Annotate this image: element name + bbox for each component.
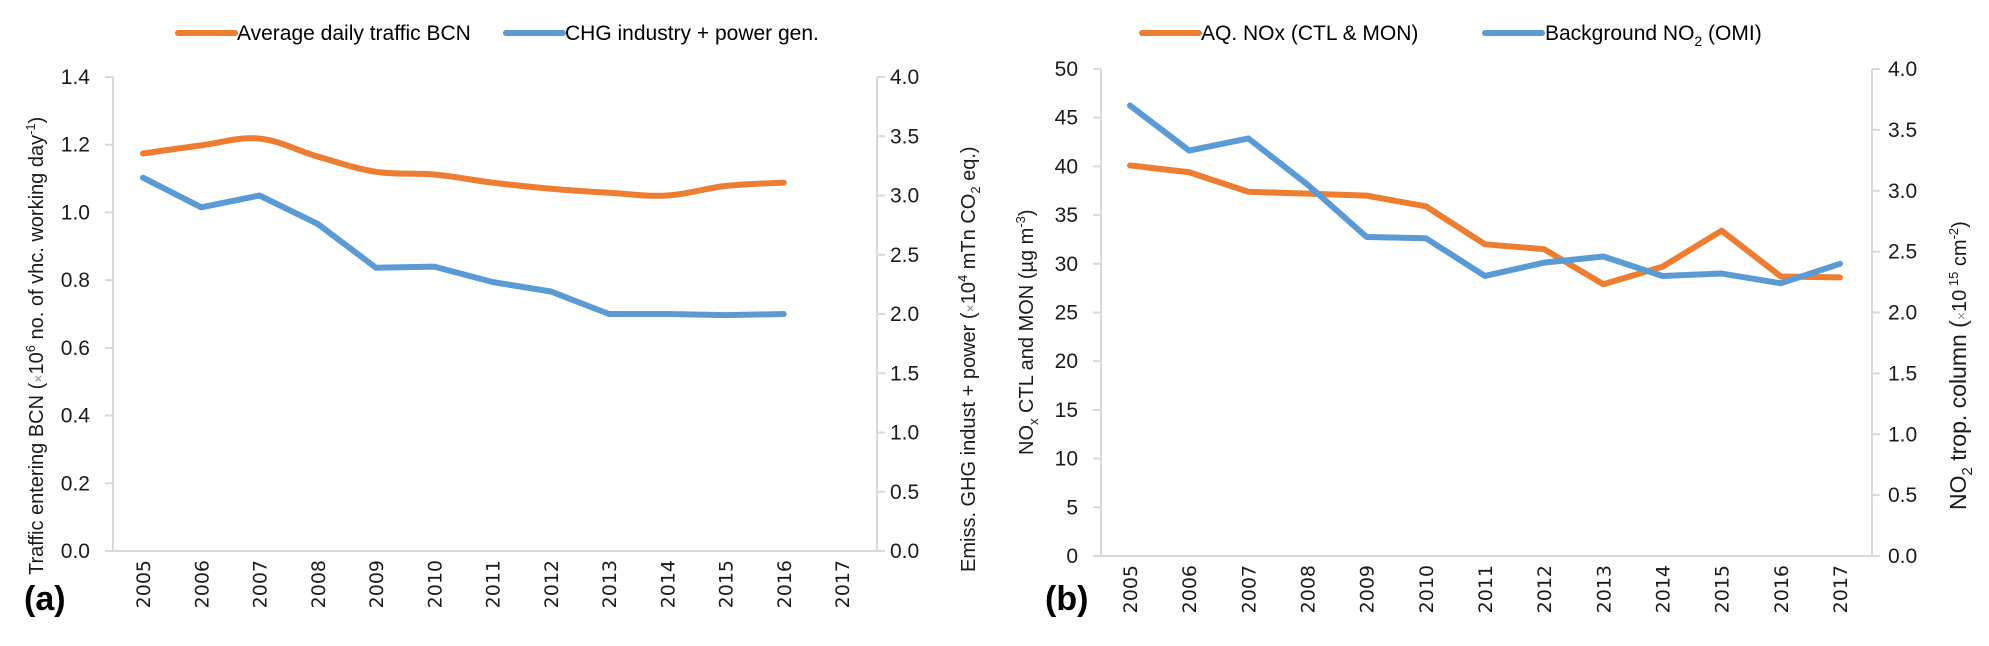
x-tick-label: 2011: [1475, 565, 1497, 613]
y2-tick-label: 2.5: [890, 244, 919, 267]
x-tick-label: 2009: [1357, 565, 1379, 613]
y2-tick-label: 3.0: [890, 185, 919, 208]
series-line-orange: [140, 135, 787, 199]
x-tick-label: 2006: [1179, 565, 1201, 613]
y-tick-label: 0.8: [61, 269, 90, 292]
x-tick-label: 2016: [1771, 565, 1793, 613]
y2-tick-label: 1.0: [1888, 423, 1917, 446]
x-tick-label: 2010: [1416, 565, 1438, 613]
legend-a: Average daily traffic BCN CHG industry +…: [175, 22, 819, 45]
y-tick-label: 10: [1055, 448, 1078, 471]
x-tick-label: 2011: [483, 560, 505, 608]
x-tick-label: 2012: [1534, 565, 1556, 613]
panel-label-a: (a): [24, 580, 66, 618]
x-ticks-a: 2005 2006 2007 2008 2009 2010 2011 2012 2013 2014…: [133, 560, 854, 608]
legend-label-traffic: Average daily traffic BCN: [237, 22, 471, 45]
x-tick-label: 2017: [832, 560, 854, 608]
y-tick-label: 45: [1055, 107, 1078, 130]
x-tick-label: 2008: [1298, 565, 1320, 613]
series-b: [1127, 102, 1843, 288]
y2-tick-label: 4.0: [1888, 58, 1917, 81]
legend-label-ghg: CHG industry + power gen.: [565, 22, 819, 45]
y-ticks-left-a: 0.0 0.2 0.4 0.6 0.8 1.0 1.2 1.4: [61, 66, 113, 563]
x-tick-label: 2014: [657, 560, 679, 608]
y-tick-label: 1.2: [61, 134, 90, 157]
y2-tick-label: 0.0: [890, 540, 919, 563]
y-tick-label: 0.2: [61, 472, 90, 495]
y-ticks-right-a: 0.0 0.5 1.0 1.5 2.0 2.5 3.0 3.5 4.0: [877, 66, 919, 563]
y2-axis-title-a: Emiss. GHG indust + power (×104 mTn CO2 …: [955, 146, 983, 572]
y-axis-title-b: NOx CTL and MON (µg m-3): [1013, 209, 1041, 455]
x-tick-label: 2006: [191, 560, 213, 608]
x-tick-label: 2015: [1712, 565, 1734, 613]
chart-a: Average daily traffic BCN CHG industry +…: [23, 22, 983, 618]
y-tick-label: 1.0: [61, 201, 90, 224]
y-tick-label: 35: [1055, 204, 1078, 227]
legend-b: AQ. NOx (CTL & MON) Background NO2 (OMI): [1139, 22, 1762, 49]
y-ticks-left-b: 0 5 10 15 20 25 30 35 40 45 50: [1055, 58, 1101, 568]
x-tick-label: 2013: [599, 560, 621, 608]
x-tick-label: 2013: [1593, 565, 1615, 613]
y2-tick-label: 0.5: [890, 481, 919, 504]
x-tick-label: 2009: [366, 560, 388, 608]
legend-label-no2: Background NO2 (OMI): [1545, 22, 1762, 49]
x-tick-label: 2012: [541, 560, 563, 608]
x-tick-label: 2015: [716, 560, 738, 608]
y-tick-label: 0.6: [61, 337, 90, 360]
y2-tick-label: 1.5: [890, 362, 919, 385]
legend-label-nox: AQ. NOx (CTL & MON): [1201, 22, 1418, 45]
y2-tick-label: 1.5: [1888, 362, 1917, 385]
y-tick-label: 5: [1066, 496, 1078, 519]
y-axis-title-a: Traffic entering BCN (×106 no. of vhc. w…: [23, 117, 48, 575]
x-ticks-b: 2005 2006 2007 2008 2009 2010 2011 2012 2013 2014…: [1120, 565, 1852, 613]
y2-tick-label: 4.0: [890, 66, 919, 89]
y-tick-label: 20: [1055, 350, 1078, 373]
x-tick-label: 2010: [424, 560, 446, 608]
x-tick-label: 2008: [308, 560, 330, 608]
x-tick-label: 2005: [133, 560, 155, 608]
y-tick-label: 30: [1055, 253, 1078, 276]
y2-tick-label: 3.5: [1888, 119, 1917, 142]
y-tick-label: 0.4: [61, 405, 91, 428]
panel-label-b: (b): [1045, 580, 1088, 618]
x-tick-label: 2017: [1830, 565, 1852, 613]
y-ticks-right-b: 0.0 0.5 1.0 1.5 2.0 2.5 3.0 3.5 4.0: [1872, 58, 1917, 568]
y-tick-label: 0.0: [61, 540, 90, 563]
y-tick-label: 40: [1055, 155, 1078, 178]
y2-tick-label: 2.0: [890, 303, 919, 326]
x-tick-label: 2007: [250, 560, 272, 608]
y2-tick-label: 3.5: [890, 125, 919, 148]
y2-axis-title-b: NO2 trop. column (×10 15 cm-2): [1945, 221, 1976, 510]
x-tick-label: 2016: [774, 560, 796, 608]
series-line-blue: [1127, 102, 1843, 287]
y-tick-label: 1.4: [61, 66, 91, 89]
y-tick-label: 15: [1055, 399, 1078, 422]
x-tick-label: 2007: [1238, 565, 1260, 613]
x-tick-label: 2014: [1653, 565, 1675, 613]
x-tick-label: 2005: [1120, 565, 1142, 613]
chart-b: AQ. NOx (CTL & MON) Background NO2 (OMI)…: [1013, 22, 1976, 618]
y-tick-label: 50: [1055, 58, 1078, 81]
y2-tick-label: 2.5: [1888, 241, 1917, 264]
series-a: [140, 135, 787, 319]
y2-tick-label: 2.0: [1888, 302, 1917, 325]
y2-tick-label: 1.0: [890, 422, 919, 445]
y2-tick-label: 0.5: [1888, 484, 1917, 507]
y2-tick-label: 0.0: [1888, 545, 1917, 568]
series-line-blue: [140, 174, 787, 319]
series-line-orange: [1127, 162, 1843, 288]
y2-tick-label: 3.0: [1888, 180, 1917, 203]
y-tick-label: 25: [1055, 302, 1078, 325]
y-tick-label: 0: [1066, 545, 1078, 568]
